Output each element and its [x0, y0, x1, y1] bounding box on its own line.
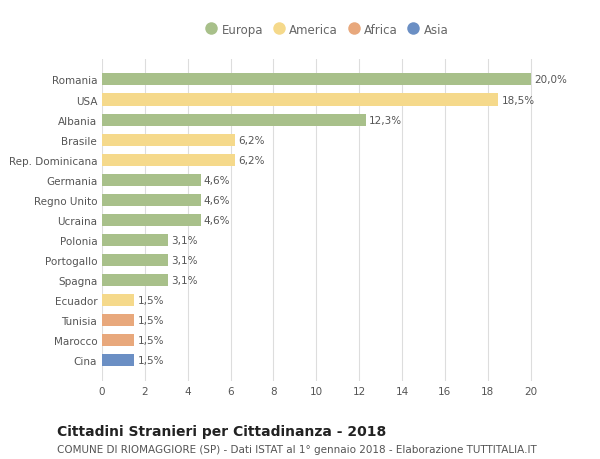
Text: 4,6%: 4,6%: [204, 215, 230, 225]
Text: 3,1%: 3,1%: [172, 235, 198, 245]
Text: 1,5%: 1,5%: [137, 336, 164, 345]
Text: 4,6%: 4,6%: [204, 175, 230, 185]
Bar: [102, 235, 169, 246]
Text: Cittadini Stranieri per Cittadinanza - 2018: Cittadini Stranieri per Cittadinanza - 2…: [57, 425, 386, 438]
Bar: [102, 314, 134, 326]
Bar: [102, 134, 235, 146]
Bar: [102, 74, 530, 86]
Bar: [102, 94, 499, 106]
Bar: [102, 254, 169, 266]
Text: 3,1%: 3,1%: [172, 275, 198, 285]
Bar: [102, 334, 134, 347]
Text: 4,6%: 4,6%: [204, 196, 230, 205]
Legend: Europa, America, Africa, Asia: Europa, America, Africa, Asia: [205, 24, 449, 37]
Bar: [102, 194, 200, 206]
Text: 6,2%: 6,2%: [238, 135, 265, 146]
Text: COMUNE DI RIOMAGGIORE (SP) - Dati ISTAT al 1° gennaio 2018 - Elaborazione TUTTIT: COMUNE DI RIOMAGGIORE (SP) - Dati ISTAT …: [57, 444, 537, 454]
Text: 6,2%: 6,2%: [238, 155, 265, 165]
Text: 18,5%: 18,5%: [502, 95, 535, 105]
Bar: [102, 354, 134, 366]
Text: 3,1%: 3,1%: [172, 255, 198, 265]
Text: 12,3%: 12,3%: [369, 115, 402, 125]
Text: 1,5%: 1,5%: [137, 295, 164, 305]
Bar: [102, 294, 134, 306]
Bar: [102, 214, 200, 226]
Text: 1,5%: 1,5%: [137, 355, 164, 365]
Text: 1,5%: 1,5%: [137, 315, 164, 325]
Text: 20,0%: 20,0%: [534, 75, 566, 85]
Bar: [102, 274, 169, 286]
Bar: [102, 174, 200, 186]
Bar: [102, 154, 235, 166]
Bar: [102, 114, 365, 126]
